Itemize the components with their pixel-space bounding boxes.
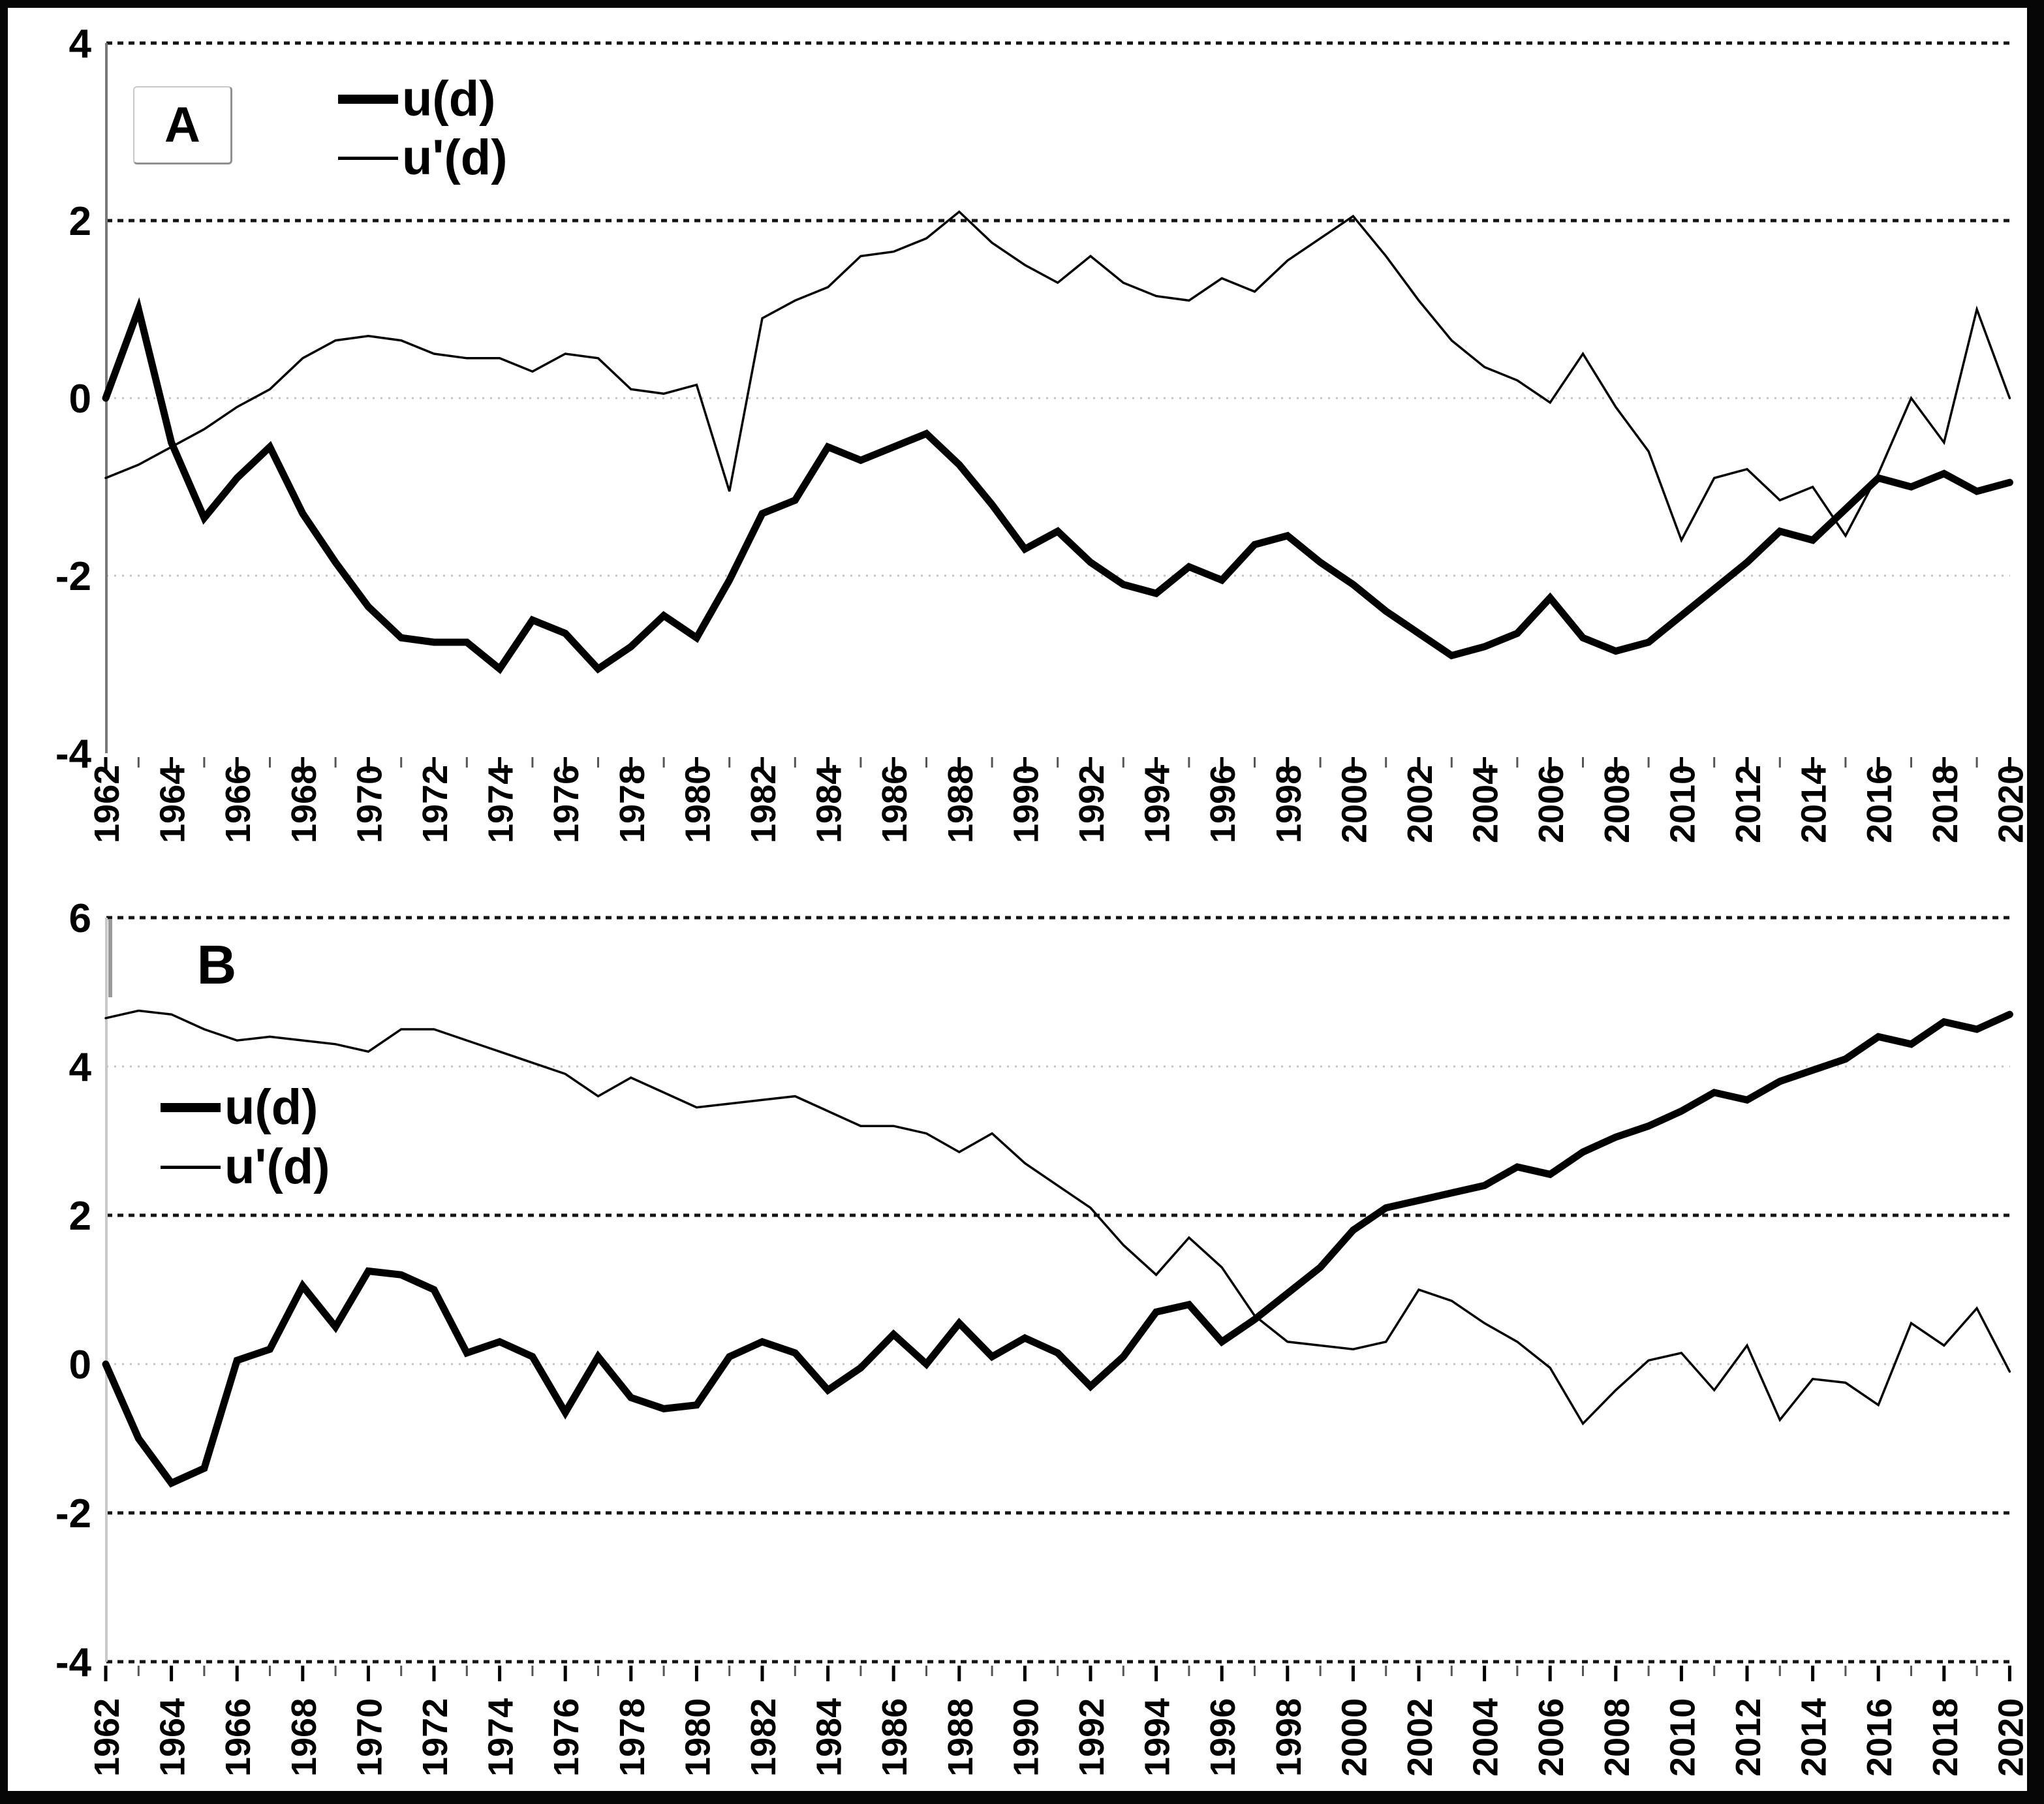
x-tick-label-b-1976: 1976 [547, 1698, 586, 1777]
y-tick-label-b-4: 4 [69, 1045, 92, 1090]
x-tick-label-a-1968: 1968 [285, 765, 324, 843]
legend-thick-line-swatch [338, 95, 398, 104]
x-tick-label-a-2018: 2018 [1926, 765, 1965, 843]
legend-label-ud: u(d) [225, 1080, 318, 1135]
x-tick-label-a-1966: 1966 [219, 765, 258, 843]
x-tick-label-a-2020: 2020 [1991, 765, 2030, 843]
y-tick-label-b-6: 6 [69, 896, 91, 941]
x-tick-label-a-1976: 1976 [547, 765, 586, 843]
x-tick-label-a-2008: 2008 [1598, 765, 1637, 843]
x-tick-label-a-1974: 1974 [482, 765, 521, 843]
panel-a-label-box: A [133, 86, 232, 164]
x-tick-label-a-1962: 1962 [87, 765, 127, 843]
legend-item-upd-panel-b: u'(d) [161, 1138, 330, 1196]
x-tick-label-a-2016: 2016 [1860, 765, 1899, 843]
x-tick-label-b-1972: 1972 [416, 1698, 455, 1777]
x-tick-label-a-1978: 1978 [613, 765, 652, 843]
x-tick-label-a-2004: 2004 [1466, 765, 1506, 843]
legend-item-ud-panel-b: u(d) [161, 1078, 318, 1137]
x-tick-label-a-1990: 1990 [1006, 765, 1045, 843]
x-tick-label-b-1974: 1974 [482, 1698, 521, 1777]
y-tick-label-a-0: 0 [69, 377, 91, 422]
x-tick-label-b-2000: 2000 [1335, 1698, 1374, 1777]
stray-mark [108, 919, 112, 997]
x-tick-label-a-1998: 1998 [1269, 765, 1308, 843]
x-tick-label-b-1966: 1966 [219, 1698, 258, 1777]
legend-thin-line-swatch [161, 1165, 221, 1169]
x-tick-label-b-1992: 1992 [1072, 1698, 1111, 1777]
x-tick-label-a-1992: 1992 [1072, 765, 1111, 843]
x-tick-label-b-2014: 2014 [1795, 1698, 1834, 1777]
x-tick-label-a-1994: 1994 [1138, 765, 1177, 843]
y-tick-label-a--2: -2 [55, 554, 91, 599]
x-tick-label-a-2006: 2006 [1532, 765, 1571, 843]
x-tick-label-b-1994: 1994 [1138, 1698, 1177, 1777]
legend-thick-line-swatch [161, 1103, 221, 1112]
x-tick-label-a-1964: 1964 [153, 765, 193, 843]
x-tick-label-a-2000: 2000 [1335, 765, 1374, 843]
x-tick-label-a-2010: 2010 [1663, 765, 1702, 843]
x-tick-label-b-1970: 1970 [350, 1698, 389, 1777]
x-tick-label-b-1984: 1984 [810, 1698, 849, 1777]
legend-label-ud: u(d) [402, 71, 496, 127]
x-tick-label-b-1962: 1962 [87, 1698, 127, 1777]
series-line-upd-panel-a [104, 210, 2011, 543]
x-tick-label-b-1982: 1982 [744, 1698, 783, 1777]
panel-a-label: A [164, 97, 200, 153]
y-tick-label-a-4: 4 [69, 22, 92, 67]
series-line-ud-panel-a [102, 297, 2013, 674]
x-tick-label-a-1980: 1980 [678, 765, 717, 843]
legend-item-ud-panel-a: u(d) [338, 70, 495, 129]
x-tick-label-a-1970: 1970 [350, 765, 389, 843]
x-tick-label-a-2012: 2012 [1729, 765, 1768, 843]
y-tick-label-b-0: 0 [69, 1343, 91, 1388]
x-tick-label-b-1964: 1964 [153, 1698, 193, 1777]
x-tick-label-b-2012: 2012 [1729, 1698, 1768, 1777]
x-tick-label-b-1998: 1998 [1269, 1698, 1308, 1777]
legend-label-upd: u'(d) [402, 130, 508, 185]
series-line-upd-panel-b [104, 1009, 2011, 1426]
x-tick-label-b-2002: 2002 [1401, 1698, 1440, 1777]
y-tick-label-b--2: -2 [55, 1491, 91, 1536]
x-tick-label-b-1990: 1990 [1006, 1698, 1045, 1777]
x-tick-label-b-1980: 1980 [678, 1698, 717, 1777]
x-tick-label-a-1986: 1986 [875, 765, 914, 843]
x-tick-label-b-2010: 2010 [1663, 1698, 1702, 1777]
x-tick-label-a-2014: 2014 [1795, 765, 1834, 843]
x-tick-label-a-2002: 2002 [1401, 765, 1440, 843]
legend-thin-line-swatch [338, 156, 398, 160]
y-tick-label-b-2: 2 [69, 1194, 91, 1239]
x-tick-label-b-2016: 2016 [1860, 1698, 1899, 1777]
x-tick-label-a-1988: 1988 [941, 765, 980, 843]
legend-label-upd: u'(d) [225, 1139, 330, 1194]
x-tick-label-b-1978: 1978 [613, 1698, 652, 1777]
x-tick-label-b-1986: 1986 [875, 1698, 914, 1777]
legend-item-upd-panel-a: u'(d) [338, 129, 508, 187]
y-tick-label-b--4: -4 [55, 1640, 92, 1685]
series-line-ud-panel-b [102, 1010, 2013, 1488]
panel-b-label: B [196, 933, 237, 995]
x-tick-label-a-1996: 1996 [1203, 765, 1243, 843]
x-tick-label-a-1972: 1972 [416, 765, 455, 843]
x-tick-label-b-1968: 1968 [285, 1698, 324, 1777]
x-tick-label-b-1988: 1988 [941, 1698, 980, 1777]
y-tick-label-a-2: 2 [69, 199, 91, 244]
x-tick-label-b-2006: 2006 [1532, 1698, 1571, 1777]
x-tick-label-a-1982: 1982 [744, 765, 783, 843]
x-tick-label-b-1996: 1996 [1203, 1698, 1243, 1777]
x-tick-label-a-1984: 1984 [810, 765, 849, 843]
x-tick-label-b-2008: 2008 [1598, 1698, 1637, 1777]
x-tick-label-b-2018: 2018 [1926, 1698, 1965, 1777]
x-tick-label-b-2004: 2004 [1466, 1698, 1506, 1777]
x-tick-label-b-2020: 2020 [1991, 1698, 2030, 1777]
y-tick-label-a--4: -4 [55, 732, 92, 777]
